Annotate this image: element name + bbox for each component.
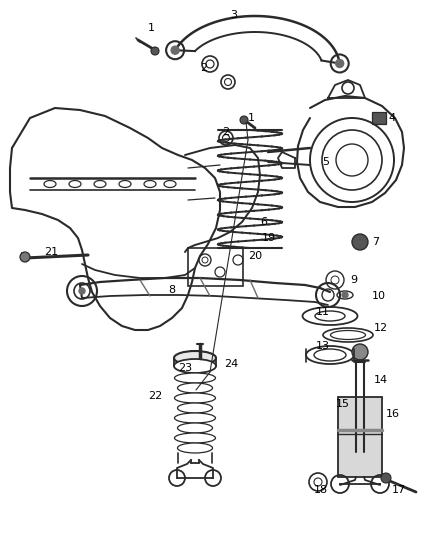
Circle shape — [381, 473, 391, 483]
Text: 6: 6 — [260, 217, 267, 227]
Circle shape — [151, 47, 159, 55]
Ellipse shape — [174, 351, 216, 365]
Text: 17: 17 — [392, 485, 406, 495]
Text: 19: 19 — [262, 233, 276, 243]
Text: 2: 2 — [222, 127, 229, 137]
Ellipse shape — [174, 413, 215, 423]
Text: 14: 14 — [374, 375, 388, 385]
Ellipse shape — [174, 373, 215, 383]
Text: 8: 8 — [168, 285, 175, 295]
Bar — [338, 397, 382, 477]
Circle shape — [352, 344, 368, 360]
Circle shape — [352, 234, 368, 250]
Text: 13: 13 — [316, 341, 330, 351]
Text: 10: 10 — [372, 291, 386, 301]
Text: 20: 20 — [248, 251, 262, 261]
Text: 3: 3 — [230, 10, 237, 20]
Text: 16: 16 — [386, 409, 400, 419]
Bar — [372, 112, 386, 124]
Text: 7: 7 — [372, 237, 379, 247]
Ellipse shape — [177, 403, 212, 413]
Text: 18: 18 — [314, 485, 328, 495]
Circle shape — [342, 292, 348, 298]
Text: 1: 1 — [148, 23, 155, 33]
Circle shape — [20, 252, 30, 262]
Text: 2: 2 — [200, 63, 207, 73]
Text: 4: 4 — [388, 113, 395, 123]
Circle shape — [171, 46, 179, 54]
Ellipse shape — [174, 433, 215, 443]
Text: 15: 15 — [336, 399, 350, 409]
Ellipse shape — [177, 443, 212, 453]
Text: 22: 22 — [148, 391, 162, 401]
Text: 24: 24 — [224, 359, 238, 369]
Ellipse shape — [174, 393, 215, 403]
Text: 23: 23 — [178, 363, 192, 373]
Ellipse shape — [174, 359, 216, 373]
Text: 9: 9 — [350, 275, 357, 285]
Text: 1: 1 — [248, 113, 255, 123]
Text: 11: 11 — [316, 307, 330, 317]
Bar — [188, 248, 243, 286]
Text: 12: 12 — [374, 323, 388, 333]
Text: 5: 5 — [322, 157, 329, 167]
Text: 21: 21 — [44, 247, 58, 257]
Circle shape — [79, 288, 85, 294]
Circle shape — [336, 60, 344, 68]
Ellipse shape — [177, 423, 212, 433]
Circle shape — [240, 116, 248, 124]
Ellipse shape — [177, 383, 212, 393]
